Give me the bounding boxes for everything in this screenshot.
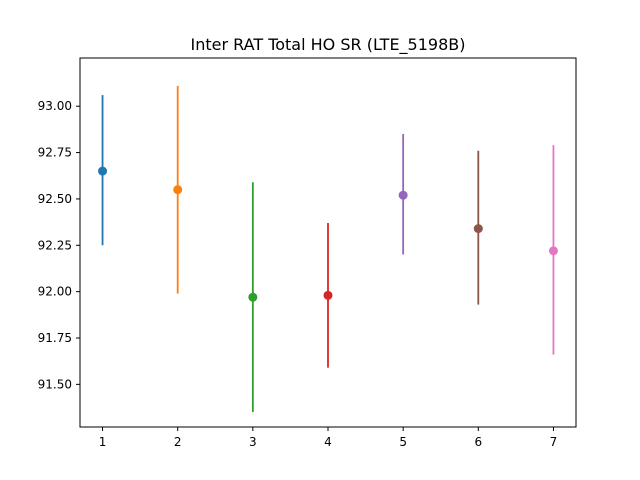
y-tick-label-7: 93.00 — [38, 99, 72, 113]
x-axis: 1 2 3 4 5 6 7 — [99, 427, 558, 449]
data-point-3 — [248, 292, 258, 302]
x-tick-label-6: 6 — [474, 435, 482, 449]
x-tick-label-1: 1 — [99, 435, 107, 449]
data-point-5 — [398, 190, 408, 200]
y-tick-label-6: 92.75 — [38, 146, 72, 160]
x-tick-label-2: 2 — [174, 435, 182, 449]
x-tick-label-3: 3 — [249, 435, 257, 449]
chart-title: Inter RAT Total HO SR (LTE_5198B) — [191, 35, 466, 55]
x-tick-label-5: 5 — [399, 435, 407, 449]
y-axis: 91.50 91.75 92.00 92.25 92.50 92.75 93.00 — [38, 99, 80, 391]
y-tick-label-4: 92.25 — [38, 238, 72, 252]
data-point-1 — [98, 166, 108, 176]
x-tick-label-7: 7 — [550, 435, 558, 449]
data-point-7 — [548, 246, 558, 256]
y-tick-label-5: 92.50 — [38, 192, 72, 206]
plot-area — [98, 85, 558, 413]
y-tick-label-3: 92.00 — [38, 285, 72, 299]
data-point-2 — [173, 185, 183, 195]
x-tick-label-4: 4 — [324, 435, 332, 449]
data-point-4 — [323, 290, 333, 300]
y-tick-label-1: 91.50 — [38, 377, 72, 391]
y-tick-label-2: 91.75 — [38, 331, 72, 345]
data-point-6 — [473, 224, 483, 234]
